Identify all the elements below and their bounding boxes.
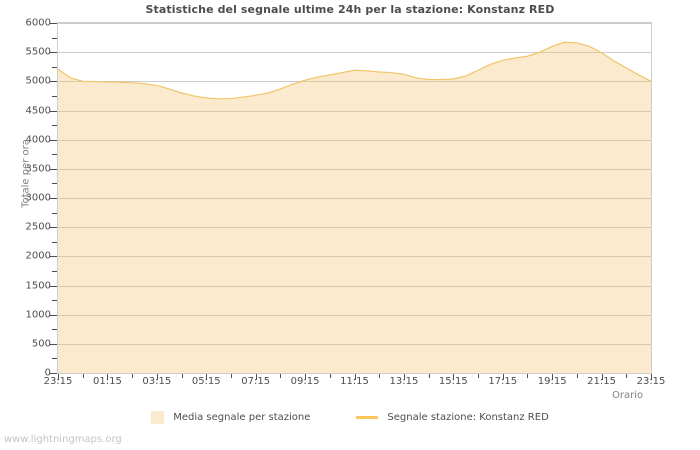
x-tick-label: 17:15	[488, 376, 518, 387]
x-axis-minor-tick	[231, 374, 232, 378]
y-axis-minor-tick	[52, 125, 57, 126]
y-axis-tick	[50, 81, 57, 82]
x-axis-tick	[404, 374, 405, 380]
x-tick-label: 09:15	[290, 376, 320, 387]
x-tick-label: 05:15	[191, 376, 221, 387]
y-axis-minor-tick	[52, 271, 57, 272]
y-tick-label: 4500	[25, 105, 51, 116]
y-tick-label: 500	[31, 338, 51, 350]
x-axis-minor-tick	[379, 374, 380, 378]
y-axis-minor-tick	[52, 358, 57, 359]
y-axis-labels: 0 500 1000 1500 2000 2500 3000 3500 4000 4500 5000…	[0, 0, 57, 450]
y-axis-tick	[50, 198, 57, 199]
x-tick-label: 13:15	[389, 376, 419, 387]
x-tick-label: 07:15	[241, 376, 271, 387]
area-swatch-icon	[151, 411, 165, 424]
y-tick-label: 2000	[25, 250, 51, 262]
gridlines-over-area	[58, 52, 651, 345]
y-axis-tick	[50, 256, 57, 257]
legend-item-station: Segnale stazione: Konstanz RED	[356, 412, 549, 423]
y-axis-tick	[50, 169, 57, 170]
x-axis-minor-tick	[83, 374, 84, 378]
y-axis-tick	[50, 52, 57, 53]
y-tick-label: 6000	[25, 17, 51, 29]
x-axis-tick	[305, 374, 306, 380]
x-axis-tick	[355, 374, 356, 380]
x-axis-tick	[58, 374, 59, 380]
area-chart-svg	[58, 23, 651, 373]
y-axis-minor-tick	[52, 242, 57, 243]
x-tick-label: 03:15	[142, 376, 172, 387]
y-axis-minor-tick	[52, 96, 57, 97]
x-axis-minor-tick	[182, 374, 183, 378]
x-axis-tick	[651, 374, 652, 380]
y-axis-minor-tick	[52, 329, 57, 330]
y-axis-tick	[50, 140, 57, 141]
x-axis-tick	[602, 374, 603, 380]
y-axis-tick	[50, 23, 57, 24]
chart-legend: Media segnale per stazione Segnale stazi…	[0, 411, 700, 424]
x-axis-minor-tick	[330, 374, 331, 378]
x-axis-minor-tick	[280, 374, 281, 378]
x-tick-label: 15:15	[438, 376, 468, 387]
y-tick-label: 4000	[25, 134, 51, 146]
y-tick-label: 1500	[25, 280, 51, 291]
y-tick-label: 2500	[25, 221, 51, 233]
y-axis-tick	[50, 286, 57, 287]
x-axis-minor-tick	[429, 374, 430, 378]
y-axis-tick	[50, 315, 57, 316]
plot-inner	[58, 23, 651, 373]
y-axis-tick	[50, 227, 57, 228]
y-axis-minor-tick	[52, 300, 57, 301]
x-axis-tick	[256, 374, 257, 380]
y-axis-minor-tick	[52, 67, 57, 68]
line-swatch-icon	[356, 416, 379, 419]
legend-label-average: Media segnale per stazione	[173, 412, 311, 423]
x-axis-labels: 23:15 01:15 03:15 05:15 07:15 09:15 11:15 13:15…	[0, 376, 700, 392]
x-axis-tick	[453, 374, 454, 380]
y-axis-tick	[50, 344, 57, 345]
x-tick-label: 23:15	[43, 376, 73, 387]
x-axis-minor-tick	[527, 374, 528, 378]
legend-item-average: Media segnale per stazione	[151, 411, 310, 424]
series-line	[58, 41, 651, 100]
x-axis-tick	[552, 374, 553, 380]
y-axis-title: Totale per ora	[20, 139, 32, 208]
x-axis-minor-tick	[577, 374, 578, 378]
x-axis-minor-tick	[132, 374, 133, 378]
x-axis-tick	[107, 374, 108, 380]
plot-area	[57, 22, 652, 374]
series-area-fill	[58, 42, 651, 373]
y-tick-label: 5500	[25, 46, 51, 58]
y-axis-minor-tick	[52, 213, 57, 214]
x-axis-tick	[503, 374, 504, 380]
y-axis-minor-tick	[52, 183, 57, 184]
x-axis-minor-tick	[478, 374, 479, 378]
x-tick-label: 23:15	[636, 376, 666, 387]
chart-title: Statistiche del segnale ultime 24h per l…	[145, 3, 555, 16]
y-axis-tick	[50, 373, 57, 374]
x-tick-label: 01:15	[92, 376, 122, 387]
x-axis-tick	[157, 374, 158, 380]
y-axis-minor-tick	[52, 154, 57, 155]
y-tick-label: 0	[44, 367, 51, 379]
y-tick-label: 3500	[25, 163, 51, 175]
y-tick-label: 3000	[25, 192, 51, 204]
x-axis-minor-tick	[626, 374, 627, 378]
x-tick-label: 11:15	[340, 376, 369, 387]
x-tick-label: 21:15	[587, 376, 616, 387]
site-watermark: www.lightningmaps.org	[4, 434, 122, 445]
x-axis-title: Orario	[612, 390, 644, 401]
y-axis-tick	[50, 111, 57, 112]
x-tick-label: 19:15	[537, 376, 567, 387]
legend-label-station: Segnale stazione: Konstanz RED	[387, 412, 549, 423]
y-axis-minor-tick	[52, 38, 57, 39]
y-tick-label: 5000	[25, 75, 51, 87]
x-axis-tick	[206, 374, 207, 380]
y-tick-label: 1000	[25, 309, 51, 321]
